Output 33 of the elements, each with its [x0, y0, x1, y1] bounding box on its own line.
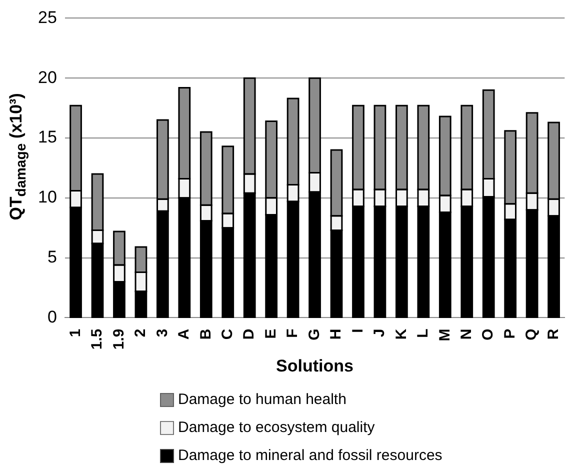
x-axis-title: Solutions	[276, 356, 354, 376]
x-tick-label: O	[480, 328, 497, 340]
x-tick-label: R	[544, 328, 562, 340]
x-tick-label: J	[371, 328, 388, 338]
x-tick-label: H	[328, 328, 345, 340]
legend-label: Damage to human health	[178, 391, 346, 408]
x-tick-label: I	[349, 328, 366, 333]
x-tick-label: K	[392, 328, 410, 340]
x-tick-label: 3	[154, 328, 171, 338]
x-tick-label: 1	[66, 328, 84, 338]
x-tick-label: F	[284, 328, 302, 338]
x-tick-label: M	[436, 328, 454, 342]
legend-label: Damage to ecosystem quality	[178, 419, 376, 436]
y-tick-label: 15	[38, 128, 57, 147]
x-tick-label: D	[240, 328, 258, 340]
x-tick-label: L	[414, 328, 432, 338]
x-tick-label: 1.5	[88, 328, 106, 350]
y-tick-label: 5	[47, 248, 57, 267]
x-tick-label: 1.9	[110, 328, 128, 350]
y-tick-label: 25	[38, 8, 57, 27]
y-tick-label: 0	[47, 307, 57, 326]
x-tick-label: E	[262, 328, 280, 339]
x-tick-label: Q	[523, 328, 540, 340]
y-tick-label: 10	[38, 188, 57, 207]
legend-label: Damage to mineral and fossil resources	[178, 447, 442, 464]
x-tick-label: G	[306, 328, 323, 340]
x-tick-label: 2	[132, 328, 150, 338]
y-tick-label: 20	[38, 68, 57, 87]
x-tick-label: N	[458, 328, 476, 340]
x-tick-label: C	[219, 328, 236, 340]
x-tick-label: P	[501, 328, 518, 339]
x-tick-label: A	[176, 328, 193, 340]
x-tick-label: B	[197, 328, 214, 340]
